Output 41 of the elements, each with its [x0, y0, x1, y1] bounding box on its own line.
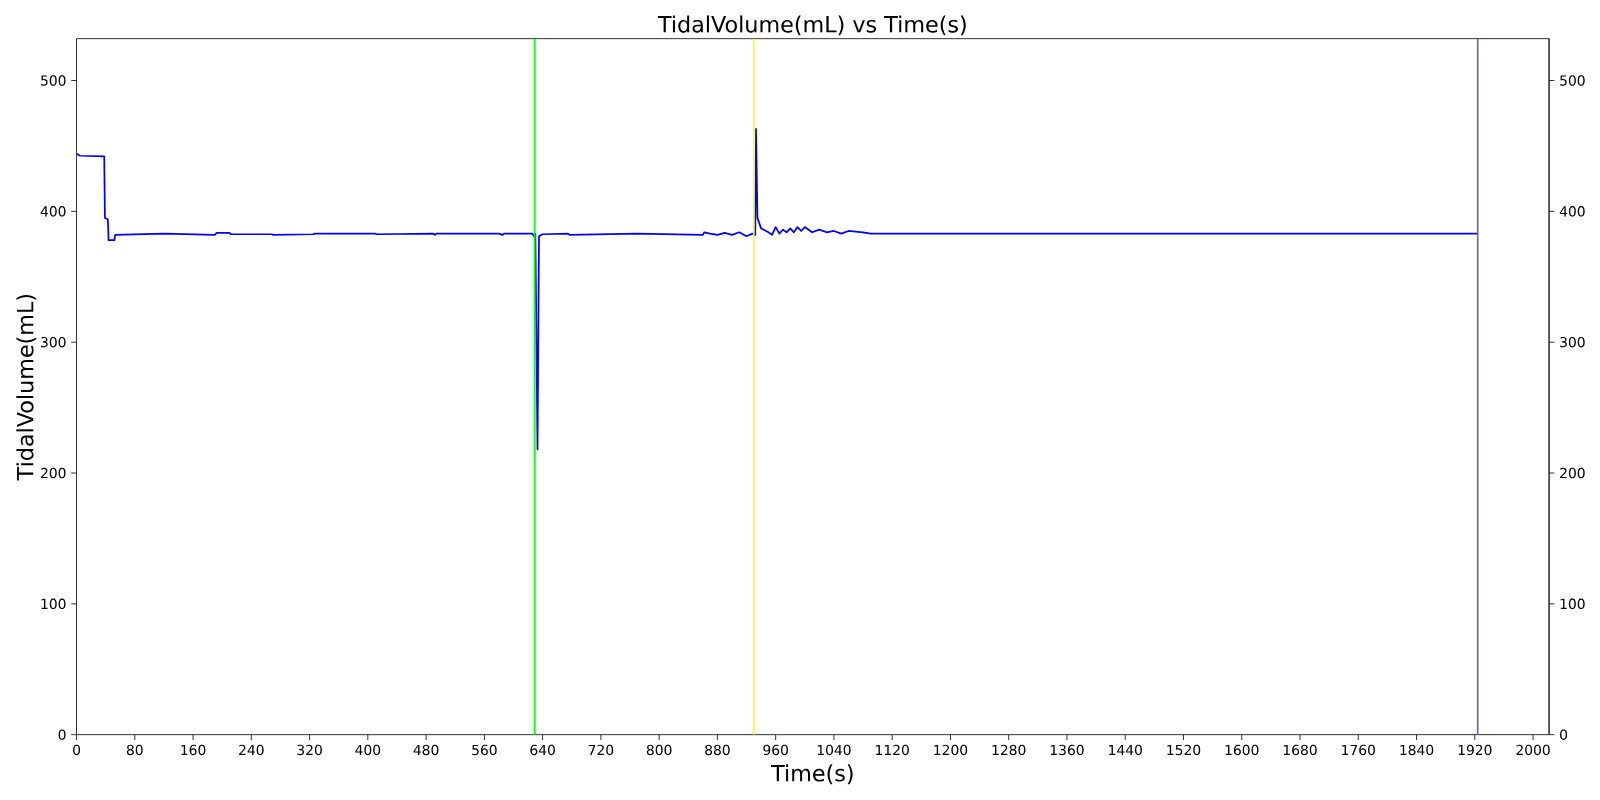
- x-tick-label: 640: [530, 744, 555, 756]
- y2-tick-label: 0: [1560, 729, 1568, 740]
- x-tick-label: 2000: [1516, 744, 1550, 756]
- x-tick-label: 1760: [1342, 744, 1375, 756]
- x-tick-label: 720: [588, 744, 614, 756]
- x-tick-label: 80: [126, 744, 143, 756]
- y-tick-label: 400: [40, 206, 66, 217]
- x-tick-label: 560: [472, 744, 497, 756]
- y2-tick-label: 200: [1560, 467, 1585, 479]
- x-tick-label: 1360: [1050, 744, 1084, 756]
- x-tick-label: 1840: [1400, 744, 1434, 756]
- x-tick-label: 1520: [1167, 744, 1201, 756]
- y2-tick-label: 500: [1560, 75, 1585, 86]
- x-tick-label: 320: [297, 744, 322, 756]
- y-tick-label: 100: [41, 598, 66, 610]
- y2-tick-label: 300: [1560, 336, 1585, 348]
- x-tick-label: 1280: [992, 744, 1026, 756]
- y-tick-label: 300: [41, 336, 66, 348]
- y2-tick-label: 400: [1559, 206, 1585, 217]
- x-tick-label: 800: [646, 744, 672, 756]
- x-tick-label: 960: [763, 744, 788, 756]
- x-tick-label: 880: [705, 744, 730, 756]
- x-tick-label: 160: [181, 744, 206, 756]
- y-tick-label: 0: [58, 729, 66, 740]
- x-tick-label: 1040: [817, 744, 851, 756]
- y2-tick-label: 100: [1560, 598, 1585, 610]
- x-tick-label: 1120: [876, 744, 909, 756]
- x-tick-label: 400: [355, 744, 381, 756]
- y-tick-label: 500: [41, 75, 66, 86]
- x-tick-label: 0: [73, 744, 81, 756]
- x-tick-label: 1200: [934, 744, 968, 756]
- x-tick-label: 1600: [1225, 744, 1259, 756]
- x-tick-label: 1440: [1109, 744, 1142, 756]
- x-axis-title: Time(s): [771, 764, 853, 785]
- y-tick-label: 200: [41, 467, 66, 479]
- x-tick-label: 1680: [1283, 744, 1317, 756]
- x-tick-label: 240: [239, 744, 264, 756]
- x-tick-label: 1920: [1458, 744, 1492, 756]
- y-axis-title: TidalVolume(mL): [16, 294, 37, 481]
- chart-title: TidalVolume(mL) vs Time(s): [657, 15, 966, 36]
- x-tick-label: 480: [413, 744, 439, 756]
